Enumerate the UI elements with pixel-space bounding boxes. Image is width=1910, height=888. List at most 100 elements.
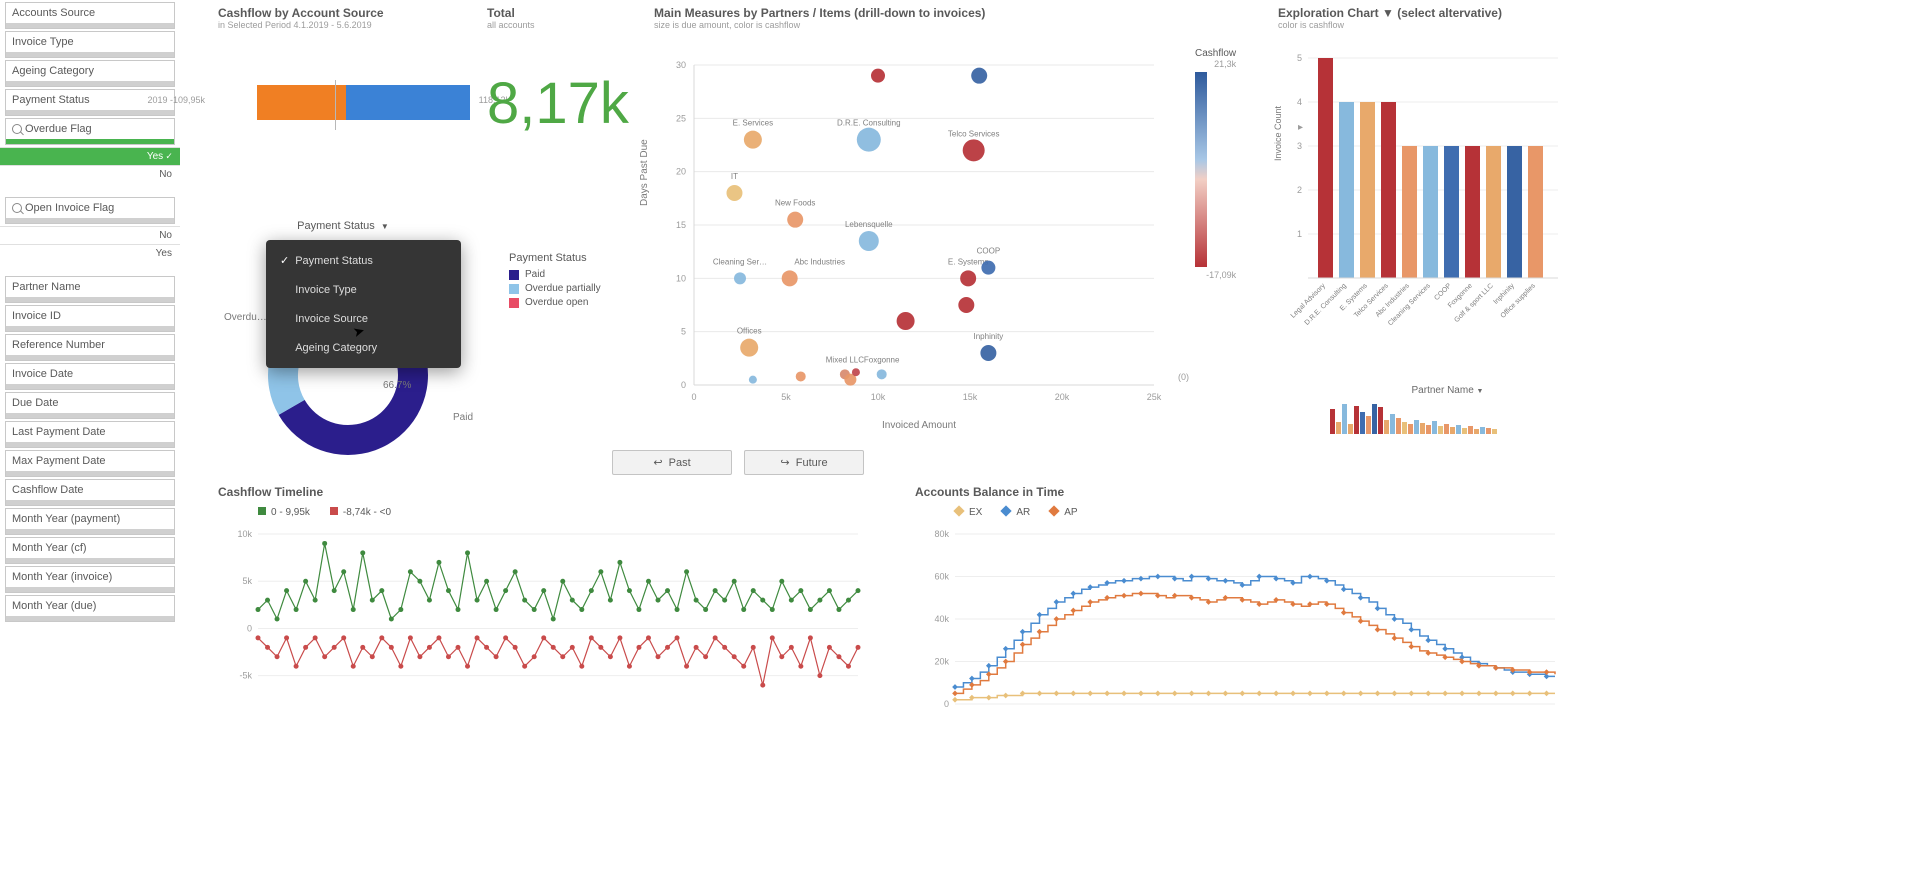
panel-title: Cashflow Timeline [218, 485, 878, 499]
svg-text:20k: 20k [934, 657, 949, 667]
filter-invoice-id[interactable]: Invoice ID [5, 305, 175, 332]
filter-invoice-date[interactable]: Invoice Date [5, 363, 175, 390]
svg-text:COOP: COOP [977, 247, 1001, 256]
legend-item[interactable]: AR [1002, 507, 1030, 518]
svg-text:E. Services: E. Services [733, 119, 773, 128]
svg-text:5: 5 [681, 327, 686, 337]
legend-item[interactable]: Overdue open [509, 297, 601, 308]
legend-item[interactable]: Paid [509, 269, 601, 280]
panel-title[interactable]: Exploration Chart ▼ (select altervative) [1278, 6, 1568, 20]
legend-item[interactable]: -8,74k - <0 [330, 507, 391, 518]
balance-chart[interactable]: 020k40k60k80k [915, 524, 1565, 724]
overdue-option-no[interactable]: No [0, 165, 180, 183]
panel-cashflow-source: Cashflow by Account Source in Selected P… [218, 6, 468, 30]
legend-item[interactable]: AP [1050, 507, 1077, 518]
scatter-chart[interactable]: 05101520253005k10k15k20k25kE. ServicesD.… [654, 45, 1164, 415]
chevron-right-icon[interactable]: ▸ [1298, 122, 1303, 133]
svg-text:IT: IT [731, 172, 738, 181]
svg-text:4: 4 [1297, 97, 1302, 107]
filter-invoice-type[interactable]: Invoice Type [5, 31, 175, 58]
panel-mini-bars: Partner Name ▼ [1330, 385, 1565, 434]
past-button[interactable]: ↩ Past [612, 450, 732, 475]
svg-text:Abc Industries: Abc Industries [794, 257, 845, 266]
svg-text:Golf & sport LLC: Golf & sport LLC [1453, 282, 1495, 324]
openinv-option-yes[interactable]: Yes [0, 244, 180, 262]
filter-month-year-invoice-[interactable]: Month Year (invoice) [5, 566, 175, 593]
cashflow-color-legend: Cashflow 21,3k -17,09k [1195, 48, 1236, 280]
donut-label: 66.7% [383, 380, 411, 391]
svg-text:3: 3 [1297, 141, 1302, 151]
y-axis-label: Invoice Count [1273, 106, 1283, 161]
donut-label: Overdu… [224, 312, 267, 323]
svg-text:5k: 5k [242, 576, 252, 586]
openinv-option-no[interactable]: No [0, 226, 180, 244]
time-nav-buttons: ↩ Past ↪ Future [612, 450, 864, 475]
svg-text:Cleaning Ser…: Cleaning Ser… [713, 257, 767, 266]
svg-text:New Foods: New Foods [775, 199, 815, 208]
filter-open-invoice-flag[interactable]: Open Invoice Flag [5, 197, 175, 224]
filter-max-payment-date[interactable]: Max Payment Date [5, 450, 175, 477]
exploration-bar-chart[interactable]: 12345Legal AdvisoryD.R.E. ConsultingE. S… [1278, 48, 1558, 348]
filter-month-year-due-[interactable]: Month Year (due) [5, 595, 175, 622]
svg-text:Cleaning Services: Cleaning Services [1387, 282, 1432, 327]
svg-text:20k: 20k [1055, 392, 1070, 402]
svg-text:40k: 40k [934, 614, 949, 624]
svg-text:5k: 5k [781, 392, 791, 402]
panel-payment-status-donut: Payment Status ▼ ✓Payment Status✓Invoice… [218, 220, 468, 232]
dropdown-item-payment-status[interactable]: ✓Payment Status [266, 246, 461, 275]
future-button[interactable]: ↪ Future [744, 450, 864, 475]
svg-text:0: 0 [691, 392, 696, 402]
timeline-chart[interactable]: -5k05k10k [218, 524, 868, 724]
panel-subtitle: color is cashflow [1278, 20, 1568, 30]
svg-text:2: 2 [1297, 185, 1302, 195]
donut-dimension-dropdown[interactable]: Payment Status ▼ [218, 220, 468, 232]
filter-accounts-source[interactable]: Accounts Source [5, 2, 175, 29]
svg-text:25k: 25k [1147, 392, 1162, 402]
dropdown-item-invoice-type[interactable]: ✓Invoice Type [266, 275, 461, 304]
panel-title: Accounts Balance in Time [915, 485, 1575, 499]
x-axis-label: Invoiced Amount [654, 420, 1184, 431]
svg-text:20: 20 [676, 167, 686, 177]
svg-text:0: 0 [247, 623, 252, 633]
svg-text:Mixed LLC: Mixed LLC [826, 355, 864, 364]
panel-subtitle: all accounts [487, 20, 629, 30]
filter-label: Overdue Flag [25, 123, 92, 135]
search-icon [12, 124, 22, 134]
legend-max: 21,3k [1195, 59, 1236, 69]
mini-dropdown[interactable]: Partner Name ▼ [1330, 385, 1565, 396]
panel-total: Total all accounts 8,17k [487, 6, 629, 137]
filter-month-year-payment-[interactable]: Month Year (payment) [5, 508, 175, 535]
legend-min: -17,09k [1195, 270, 1236, 280]
svg-text:Telco Services: Telco Services [948, 129, 1000, 138]
svg-text:10k: 10k [871, 392, 886, 402]
panel-balance: Accounts Balance in Time EX AR AP 0 20k 40k 6… [915, 485, 1575, 727]
overdue-option-yes[interactable]: Yes ✓ [0, 147, 180, 165]
filter-ageing-category[interactable]: Ageing Category [5, 60, 175, 87]
panel-exploration: Exploration Chart ▼ (select altervative)… [1278, 6, 1568, 351]
svg-text:60k: 60k [934, 572, 949, 582]
svg-text:0: 0 [944, 699, 949, 709]
filter-cashflow-date[interactable]: Cashflow Date [5, 479, 175, 506]
svg-text:Legal Advisory: Legal Advisory [1290, 282, 1327, 319]
panel-subtitle: size is due amount, color is cashflow [654, 20, 1184, 30]
chevron-down-icon: ▼ [381, 222, 389, 231]
legend-item[interactable]: Overdue partially [509, 283, 601, 294]
legend-title: Payment Status [509, 252, 601, 264]
timeline-legend: 0 - 9,95k -8,74k - <0 [258, 507, 878, 518]
filter-due-date[interactable]: Due Date [5, 392, 175, 419]
cashflow-bar-chart[interactable]: 2019 -109,95k 118,12k [210, 85, 470, 120]
filter-overdue-flag[interactable]: Overdue Flag [5, 118, 175, 145]
legend-item[interactable]: 0 - 9,95k [258, 507, 310, 518]
gradient-bar [1195, 72, 1207, 267]
filter-month-year-cf-[interactable]: Month Year (cf) [5, 537, 175, 564]
panel-title: Cashflow by Account Source [218, 6, 468, 20]
panel-title: Main Measures by Partners / Items (drill… [654, 6, 1184, 20]
filter-last-payment-date[interactable]: Last Payment Date [5, 421, 175, 448]
filter-reference-number[interactable]: Reference Number [5, 334, 175, 361]
legend-item[interactable]: EX [955, 507, 982, 518]
panel-subtitle: in Selected Period 4.1.2019 - 5.6.2019 [218, 20, 468, 30]
svg-text:5: 5 [1297, 53, 1302, 63]
y-axis-label: Days Past Due [639, 139, 650, 206]
mini-bar-chart[interactable] [1330, 399, 1565, 434]
filter-partner-name[interactable]: Partner Name [5, 276, 175, 303]
